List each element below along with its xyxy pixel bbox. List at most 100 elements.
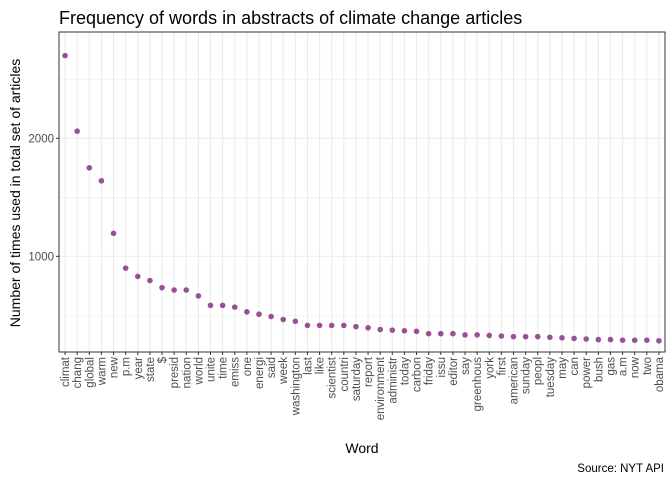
data-point	[437, 330, 444, 337]
data-point	[644, 337, 650, 343]
x-tick-label: emiss	[230, 357, 242, 387]
grid-major	[59, 32, 665, 352]
x-tick-label: administr	[387, 357, 399, 404]
data-point	[413, 328, 420, 335]
data-points	[62, 52, 662, 344]
data-point	[244, 309, 250, 315]
x-tick-label: tuesday	[545, 357, 557, 398]
y-axis-ticks: 1000 2000	[28, 133, 59, 263]
data-point	[268, 313, 274, 320]
x-tick-label: climat	[60, 356, 72, 387]
data-point	[534, 333, 541, 340]
data-point	[195, 293, 202, 299]
grid-minor	[59, 78, 665, 316]
x-tick-label: friday	[424, 357, 436, 385]
data-point	[86, 164, 93, 171]
data-point	[559, 335, 565, 341]
data-point	[207, 302, 214, 309]
data-point	[74, 128, 80, 134]
x-tick-label: year	[133, 357, 145, 380]
x-tick-label: week	[278, 357, 290, 385]
x-tick-label: environment	[375, 356, 387, 420]
data-point	[389, 327, 396, 333]
x-tick-label: time	[218, 357, 230, 379]
x-tick-label: gas	[605, 357, 617, 376]
data-point	[341, 322, 347, 329]
x-tick-label: two	[642, 357, 654, 375]
x-tick-label: a.m	[618, 357, 630, 376]
data-point	[183, 287, 190, 293]
x-tick-label: now	[630, 356, 642, 378]
data-point	[231, 304, 238, 310]
x-tick-label: carbon	[412, 357, 424, 392]
data-point	[595, 336, 602, 343]
x-tick-label: power	[581, 357, 593, 388]
x-tick-label: bush	[593, 357, 605, 382]
x-tick-label: obama	[654, 356, 666, 392]
data-point	[280, 316, 287, 323]
data-point	[134, 273, 141, 280]
x-tick-label: york	[484, 357, 496, 379]
data-point	[474, 332, 480, 338]
data-point	[159, 284, 165, 291]
x-tick-label: chang	[72, 357, 84, 388]
data-point	[98, 177, 105, 184]
x-tick-label: like	[315, 357, 327, 374]
data-point	[450, 330, 456, 337]
data-point	[607, 336, 614, 343]
chart-caption: Source: NYT API	[577, 463, 664, 475]
x-tick-label: issu	[436, 357, 448, 377]
data-point	[547, 334, 553, 341]
data-point	[256, 311, 262, 318]
x-tick-label: new	[109, 356, 121, 378]
data-point	[498, 333, 505, 339]
x-axis-title: Word	[345, 440, 378, 456]
data-point	[377, 326, 383, 333]
x-tick-label: nation	[181, 357, 193, 388]
x-tick-label: warm	[96, 357, 108, 386]
x-tick-label: unite	[206, 357, 218, 382]
data-point	[486, 332, 493, 339]
x-tick-label: can	[569, 357, 581, 376]
x-tick-label: global	[84, 357, 96, 388]
data-point	[462, 332, 468, 338]
x-tick-label: american	[509, 357, 521, 404]
data-point	[304, 322, 311, 329]
x-tick-label: last	[302, 356, 314, 375]
data-point	[328, 322, 335, 329]
x-tick-label: energi	[254, 357, 266, 389]
data-point	[631, 337, 638, 343]
x-tick-label: report	[363, 356, 375, 387]
data-point	[171, 287, 177, 293]
x-tick-label: first	[496, 356, 508, 375]
x-tick-label: countri	[339, 357, 351, 392]
data-point	[619, 337, 626, 343]
x-tick-label: said	[266, 357, 278, 378]
x-tick-label: scientist	[327, 356, 339, 398]
data-point	[316, 322, 323, 329]
x-tick-label: state	[145, 357, 157, 382]
data-point	[219, 302, 226, 309]
data-point	[353, 323, 359, 330]
x-tick-label: one	[242, 357, 254, 376]
data-point	[401, 327, 408, 334]
chart-title: Frequency of words in abstracts of clima…	[59, 8, 522, 28]
y-axis-title: Number of times used in total set of art…	[7, 59, 23, 327]
x-tick-label: saturday	[351, 357, 363, 401]
data-point	[62, 52, 68, 59]
data-point	[571, 335, 577, 342]
data-point	[656, 337, 662, 344]
data-point	[110, 230, 117, 237]
x-tick-label: sunday	[521, 357, 533, 394]
data-point	[365, 324, 371, 331]
data-point	[510, 333, 517, 340]
x-tick-label: peopl	[533, 357, 545, 385]
y-tick-label: 2000	[28, 133, 54, 145]
x-tick-label: greenhous	[472, 357, 484, 412]
x-tick-label: may	[557, 357, 569, 379]
x-tick-label: world	[193, 357, 205, 385]
x-tick-label: presid	[169, 357, 181, 388]
x-tick-label: washington	[290, 357, 302, 416]
panel-border	[58, 31, 666, 353]
